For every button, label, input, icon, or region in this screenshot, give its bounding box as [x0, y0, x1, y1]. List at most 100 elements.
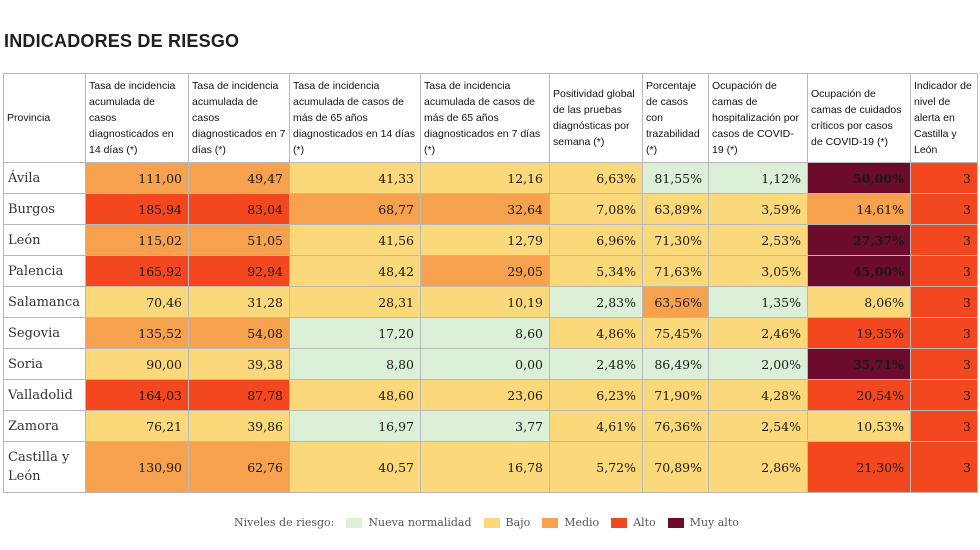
risk-value-cell: 92,94	[188, 255, 290, 287]
column-header-positividad: Positividad global de las pruebas diagnó…	[549, 73, 643, 163]
risk-value-cell: 70,46	[85, 286, 189, 318]
risk-value-cell: 6,23%	[549, 379, 643, 411]
legend-item-label: Muy alto	[689, 516, 739, 529]
table-row: Burgos 185,94 83,04 68,77 32,64 7,08% 63,89% 3,…	[3, 193, 978, 225]
table-row: Palencia 165,92 92,94 48,42 29,05 5,34% 71,63%…	[3, 255, 978, 287]
province-name: Castilla y León	[3, 441, 86, 493]
risk-value-cell: 3,05%	[708, 255, 808, 287]
table-row: Salamanca 70,46 31,28 28,31 10,19 2,83% 63,56%…	[3, 286, 978, 318]
risk-value-cell: 19,35%	[807, 317, 911, 349]
table-row: Soria 90,00 39,38 8,80 0,00 2,48% 86,49% 2,00% 3…	[3, 348, 978, 380]
column-header-incidencia-7d: Tasa de incidencia acumulada de casos di…	[188, 73, 290, 163]
risk-value-cell: 2,53%	[708, 224, 808, 256]
risk-value-cell: 5,34%	[549, 255, 643, 287]
risk-value-cell: 10,19	[420, 286, 550, 318]
risk-value-cell: 10,53%	[807, 410, 911, 442]
legend-swatch	[346, 517, 363, 528]
risk-value-cell: 2,83%	[549, 286, 643, 318]
risk-value-cell: 49,47	[188, 162, 290, 194]
risk-value-cell: 48,60	[289, 379, 421, 411]
risk-value-cell: 8,06%	[807, 286, 911, 318]
province-name: Burgos	[3, 193, 86, 225]
column-header-trazabilidad: Porcentaje de casos con trazabilidad (*)	[642, 73, 709, 163]
risk-value-cell: 17,20	[289, 317, 421, 349]
province-name: Segovia	[3, 317, 86, 349]
risk-value-cell: 48,42	[289, 255, 421, 287]
risk-value-cell: 5,72%	[549, 441, 643, 493]
legend-item-label: Bajo	[505, 516, 531, 529]
risk-value-cell: 4,28%	[708, 379, 808, 411]
province-name: Ávila	[3, 162, 86, 194]
risk-value-cell: 4,86%	[549, 317, 643, 349]
table-row: Castilla y León 130,90 62,76 40,57 16,78 5,72…	[3, 441, 978, 493]
risk-value-cell: 111,00	[85, 162, 189, 194]
legend-items: Nueva normalidad Bajo Medio Alto Muy alto	[334, 516, 739, 529]
risk-value-cell: 7,08%	[549, 193, 643, 225]
risk-value-cell: 87,78	[188, 379, 290, 411]
risk-value-cell: 115,02	[85, 224, 189, 256]
risk-value-cell: 20,54%	[807, 379, 911, 411]
risk-value-cell: 68,77	[289, 193, 421, 225]
risk-value-cell: 27,37%	[807, 224, 911, 256]
legend: Niveles de riesgo: Nueva normalidad Bajo M…	[234, 516, 739, 529]
risk-value-cell: 54,08	[188, 317, 290, 349]
risk-value-cell: 39,38	[188, 348, 290, 380]
risk-value-cell: 63,56%	[642, 286, 709, 318]
risk-value-cell: 71,90%	[642, 379, 709, 411]
risk-value-cell: 1,12%	[708, 162, 808, 194]
column-header-ocupacion-hospital: Ocupación de camas de hospitalización po…	[708, 73, 808, 163]
legend-item-label: Alto	[633, 516, 656, 529]
table-row: Valladolid 164,03 87,78 48,60 23,06 6,23% 71,9…	[3, 379, 978, 411]
risk-value-cell: 50,00%	[807, 162, 911, 194]
risk-value-cell: 81,55%	[642, 162, 709, 194]
risk-value-cell: 165,92	[85, 255, 189, 287]
risk-value-cell: 6,63%	[549, 162, 643, 194]
risk-value-cell: 23,06	[420, 379, 550, 411]
province-name: Palencia	[3, 255, 86, 287]
risk-value-cell: 76,21	[85, 410, 189, 442]
risk-value-cell: 135,52	[85, 317, 189, 349]
risk-value-cell: 51,05	[188, 224, 290, 256]
risk-value-cell: 31,28	[188, 286, 290, 318]
risk-value-cell: 3	[910, 441, 978, 493]
province-name: Zamora	[3, 410, 86, 442]
risk-value-cell: 8,80	[289, 348, 421, 380]
risk-value-cell: 21,30%	[807, 441, 911, 493]
risk-value-cell: 2,54%	[708, 410, 808, 442]
column-header-nivel-alerta: Indicador de nivel de alerta en Castilla…	[910, 73, 978, 163]
risk-value-cell: 130,90	[85, 441, 189, 493]
risk-value-cell: 3	[910, 379, 978, 411]
risk-indicators-table: Provincia Tasa de incidencia acumulada d…	[3, 73, 978, 493]
risk-value-cell: 83,04	[188, 193, 290, 225]
risk-value-cell: 3	[910, 348, 978, 380]
risk-value-cell: 3	[910, 224, 978, 256]
risk-value-cell: 45,00%	[807, 255, 911, 287]
risk-value-cell: 0,00	[420, 348, 550, 380]
column-header-ocupacion-criticos: Ocupación de camas de cuidados críticos …	[807, 73, 911, 163]
risk-value-cell: 76,36%	[642, 410, 709, 442]
province-name: Salamanca	[3, 286, 86, 318]
risk-value-cell: 8,60	[420, 317, 550, 349]
risk-value-cell: 3	[910, 255, 978, 287]
risk-value-cell: 6,96%	[549, 224, 643, 256]
header-row: Provincia Tasa de incidencia acumulada d…	[3, 73, 978, 163]
risk-value-cell: 29,05	[420, 255, 550, 287]
risk-value-cell: 41,56	[289, 224, 421, 256]
risk-value-cell: 2,86%	[708, 441, 808, 493]
legend-swatch	[611, 517, 628, 528]
risk-value-cell: 4,61%	[549, 410, 643, 442]
risk-value-cell: 75,45%	[642, 317, 709, 349]
risk-value-cell: 16,78	[420, 441, 550, 493]
table-row: Zamora 76,21 39,86 16,97 3,77 4,61% 76,36% 2,54…	[3, 410, 978, 442]
risk-value-cell: 71,63%	[642, 255, 709, 287]
risk-value-cell: 90,00	[85, 348, 189, 380]
risk-value-cell: 3,59%	[708, 193, 808, 225]
table-body: Ávila 111,00 49,47 41,33 12,16 6,63% 81,55% 1,1…	[3, 162, 978, 493]
risk-value-cell: 2,00%	[708, 348, 808, 380]
risk-value-cell: 16,97	[289, 410, 421, 442]
risk-value-cell: 32,64	[420, 193, 550, 225]
table-row: Segovia 135,52 54,08 17,20 8,60 4,86% 75,45% 2,…	[3, 317, 978, 349]
column-header-incidencia-65-7d: Tasa de incidencia acumulada de casos de…	[420, 73, 550, 163]
risk-value-cell: 12,16	[420, 162, 550, 194]
page-title: INDICADORES DE RIESGO	[4, 31, 240, 51]
